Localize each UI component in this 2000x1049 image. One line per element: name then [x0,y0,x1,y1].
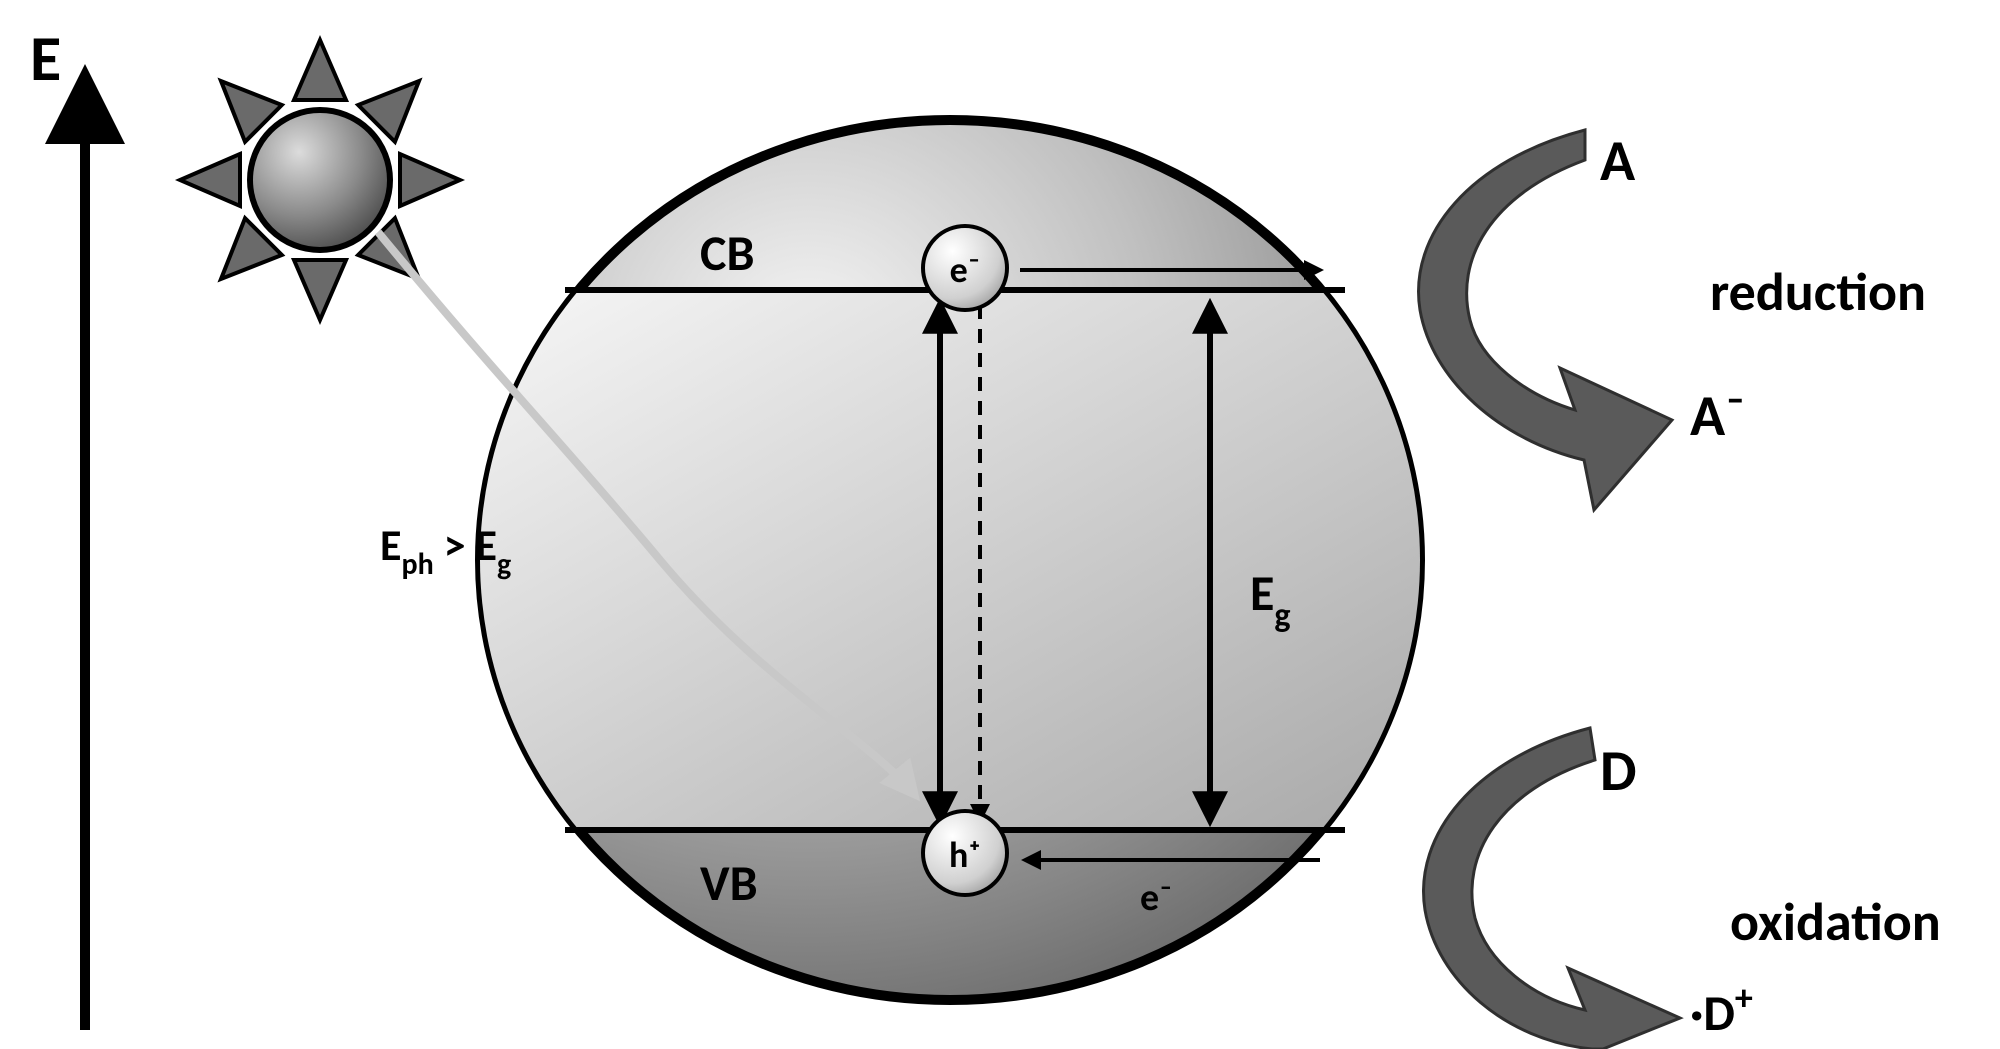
vb-label: VB [700,853,758,914]
electron-icon: e⁻ [923,226,1007,310]
sun-ray-icon [180,154,240,206]
bandgap-region [470,290,1430,830]
sun-ray-icon [400,154,460,206]
donor-label: D [1600,735,1637,806]
cb-label: CB [700,223,755,284]
hole-label: h⁺ [949,833,981,877]
acceptor-product-label: A⁻ [1690,380,1746,451]
energy-axis: E [30,20,85,1030]
vb-carrier-label: e⁻ [1140,875,1173,921]
sun-ray-icon [294,40,346,100]
energy-axis-label: E [30,20,61,98]
acceptor-label: A [1600,125,1636,196]
electron-label: e⁻ [950,248,981,292]
oxidation-label: oxidation [1730,889,1941,955]
reduction-label: reduction [1710,259,1926,325]
reduction-group: A A⁻ reduction [1419,125,1926,510]
hole-icon: h⁺ [923,811,1007,895]
oxidation-group: D ·D+ oxidation [1424,728,1941,1049]
sun-ray-icon [294,260,346,320]
oxidation-arrow-icon [1424,728,1680,1049]
donor-product-label: ·D+ [1690,976,1753,1044]
diagram-canvas: CB VB Eg e⁻ e⁻ h⁺ E [0,0,2000,1049]
semiconductor-particle: CB VB Eg e⁻ e⁻ h⁺ [470,120,1430,1000]
